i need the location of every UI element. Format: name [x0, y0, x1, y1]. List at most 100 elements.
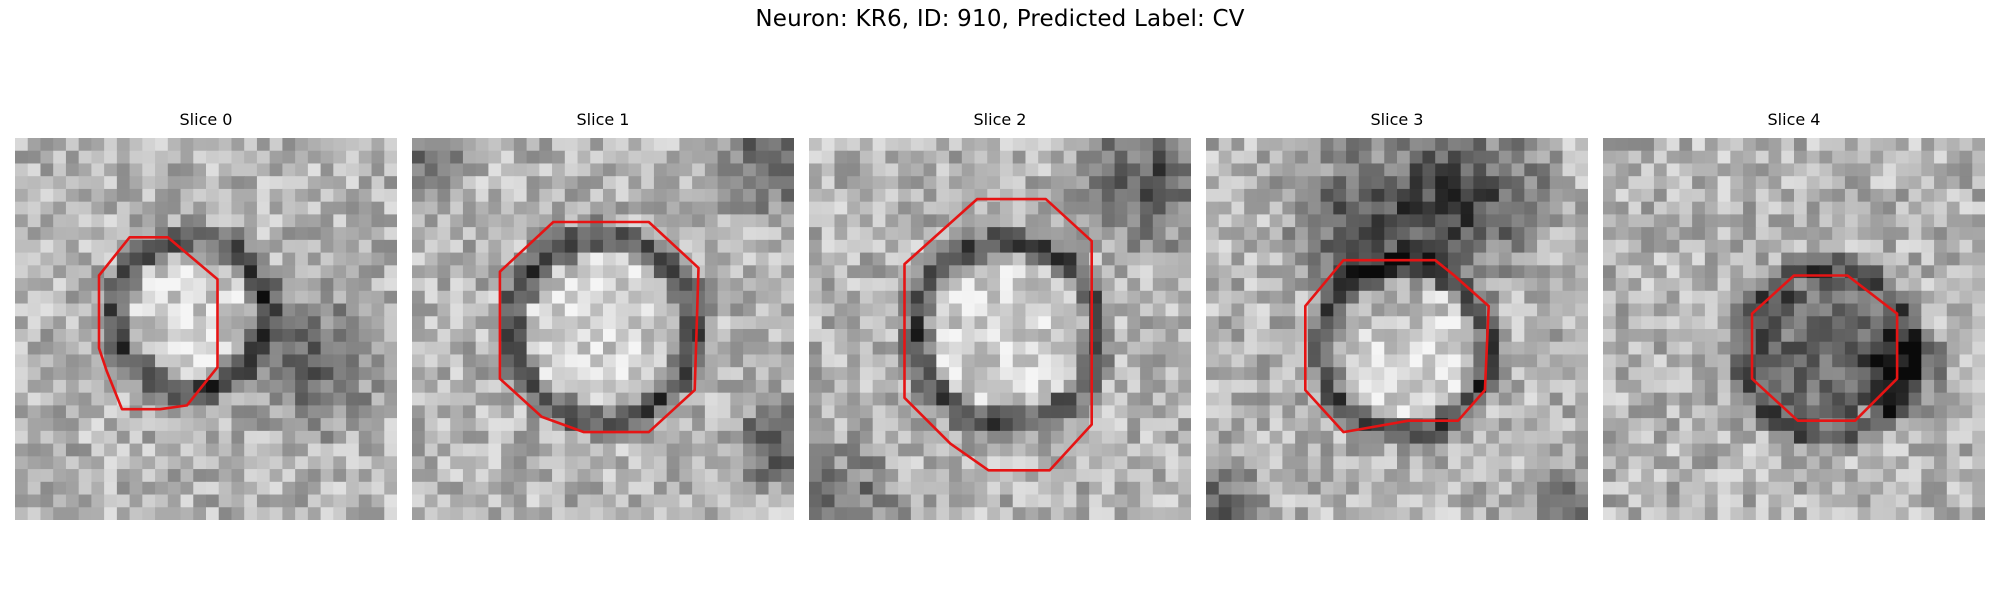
image-pixel — [1972, 469, 1985, 483]
image-pixel — [1615, 303, 1630, 317]
image-pixel — [1755, 405, 1770, 419]
image-pixel — [91, 201, 105, 215]
image-pixel — [781, 443, 794, 457]
image-pixel — [193, 214, 207, 228]
image-pixel — [488, 418, 502, 432]
image-pixel — [1575, 290, 1588, 305]
image-pixel — [1641, 278, 1655, 292]
image-pixel — [1165, 430, 1179, 445]
image-pixel — [488, 405, 502, 419]
image-pixel — [1397, 201, 1411, 215]
image-pixel — [1537, 354, 1551, 368]
image-pixel — [1730, 316, 1744, 330]
image-pixel — [462, 201, 477, 215]
image-pixel — [1781, 188, 1795, 203]
image-pixel — [1628, 188, 1642, 203]
image-pixel — [1615, 214, 1630, 228]
image-pixel — [974, 265, 988, 279]
image-pixel — [1679, 227, 1693, 241]
image-pixel — [564, 239, 579, 254]
image-pixel — [1844, 176, 1859, 190]
image-pixel — [1704, 494, 1719, 508]
image-pixel — [641, 188, 655, 203]
image-pixel — [1832, 303, 1846, 317]
image-pixel — [961, 507, 976, 520]
image-pixel — [1908, 239, 1922, 254]
image-pixel — [755, 278, 770, 292]
image-pixel — [1063, 290, 1077, 305]
image-pixel — [1038, 265, 1052, 279]
image-pixel — [615, 316, 630, 330]
image-pixel — [1959, 278, 1973, 292]
image-pixel — [1498, 456, 1513, 470]
image-pixel — [231, 138, 245, 152]
image-pixel — [1000, 150, 1014, 165]
image-pixel — [717, 316, 731, 330]
image-pixel — [834, 379, 848, 394]
image-pixel — [666, 163, 680, 177]
image-pixel — [1000, 481, 1014, 496]
image-pixel — [603, 469, 617, 483]
image-pixel — [1562, 138, 1576, 152]
image-pixel — [1127, 316, 1141, 330]
image-pixel — [1384, 214, 1398, 228]
image-pixel — [949, 418, 963, 432]
image-pixel — [679, 379, 693, 394]
image-pixel — [320, 176, 334, 190]
image-pixel — [1946, 507, 1961, 520]
image-pixel — [1934, 290, 1948, 305]
image-pixel — [269, 138, 283, 152]
image-pixel — [1666, 163, 1680, 177]
image-pixel — [155, 354, 169, 368]
image-pixel — [1333, 507, 1347, 520]
image-pixel — [1641, 405, 1655, 419]
image-pixel — [1768, 456, 1782, 470]
image-pixel — [1692, 341, 1706, 356]
image-pixel — [1844, 316, 1859, 330]
image-pixel — [15, 341, 29, 356]
image-pixel — [1447, 329, 1462, 343]
image-pixel — [1870, 239, 1884, 254]
image-pixel — [167, 354, 182, 368]
image-pixel — [333, 405, 347, 419]
image-pixel — [1140, 214, 1154, 228]
image-pixel — [1498, 469, 1513, 483]
image-pixel — [1165, 316, 1179, 330]
image-pixel — [1666, 265, 1680, 279]
image-pixel — [730, 252, 744, 266]
image-pixel — [834, 252, 848, 266]
image-pixel — [167, 456, 182, 470]
image-pixel — [1575, 265, 1588, 279]
image-pixel — [155, 303, 169, 317]
image-pixel — [1908, 188, 1922, 203]
image-pixel — [1025, 252, 1039, 266]
image-pixel — [1435, 290, 1449, 305]
image-pixel — [1959, 290, 1973, 305]
image-pixel — [1895, 329, 1910, 343]
image-pixel — [641, 405, 655, 419]
image-pixel — [155, 163, 169, 177]
image-pixel — [1549, 163, 1564, 177]
image-pixel — [1666, 252, 1680, 266]
image-pixel — [1256, 379, 1271, 394]
image-pixel — [552, 303, 566, 317]
image-pixel — [1050, 418, 1065, 432]
image-pixel — [384, 430, 397, 445]
image-pixel — [809, 367, 823, 381]
image-pixel — [1101, 494, 1116, 508]
image-pixel — [180, 507, 194, 520]
image-pixel — [104, 481, 118, 496]
image-pixel — [27, 290, 42, 305]
image-pixel — [1908, 443, 1922, 457]
image-pixel — [1628, 214, 1642, 228]
image-pixel — [371, 150, 385, 165]
image-pixel — [526, 278, 540, 292]
image-pixel — [859, 469, 874, 483]
image-pixel — [1883, 329, 1897, 343]
image-pixel — [1549, 507, 1564, 520]
image-pixel — [692, 303, 706, 317]
image-pixel — [65, 443, 80, 457]
image-pixel — [142, 481, 156, 496]
image-pixel — [1063, 507, 1077, 520]
image-pixel — [1231, 443, 1245, 457]
